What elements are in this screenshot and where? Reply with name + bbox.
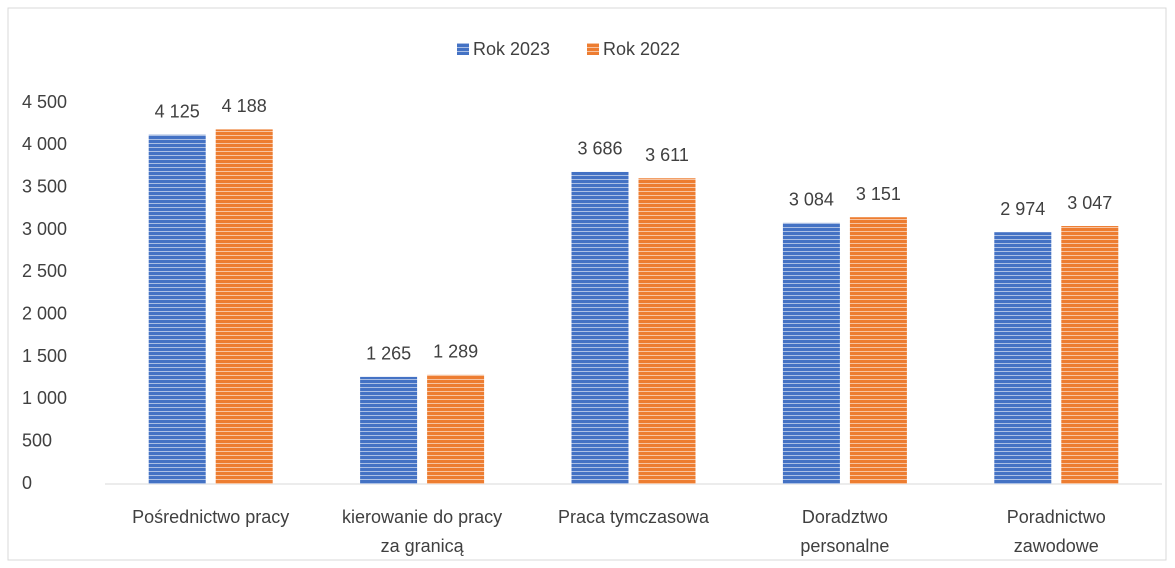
y-tick-label: 2 000 [22,303,67,323]
y-tick-label: 3 000 [22,219,67,239]
bar [427,374,485,484]
bar [148,134,206,484]
x-tick-label: Praca tymczasowa [558,507,710,527]
data-label: 4 125 [155,102,200,122]
bar [1061,226,1119,484]
x-tick-label: Pośrednictwo pracy [132,507,289,527]
y-tick-label: 0 [22,473,32,493]
bar [571,171,629,484]
data-label: 3 686 [577,139,622,159]
data-label: 4 188 [222,96,267,116]
data-label: 3 047 [1067,193,1112,213]
x-tick-label: Poradnictwo [1007,507,1106,527]
bar [638,178,696,484]
y-tick-label: 500 [22,430,52,450]
data-label: 1 265 [366,344,411,364]
y-tick-label: 4 500 [22,92,67,112]
data-label: 3 084 [789,190,834,210]
x-tick-label: personalne [800,536,889,556]
y-tick-label: 2 500 [22,261,67,281]
bar [360,376,418,484]
bar [994,232,1052,484]
legend-label: Rok 2022 [603,39,680,59]
data-label: 2 974 [1000,199,1045,219]
x-tick-label: Doradztwo [802,507,888,527]
y-tick-label: 4 000 [22,134,67,154]
legend-swatch [457,43,469,55]
bar [215,129,273,484]
data-label: 3 151 [856,184,901,204]
y-tick-label: 1 000 [22,388,67,408]
x-tick-label: zawodowe [1014,536,1099,556]
y-tick-label: 1 500 [22,346,67,366]
data-label: 1 289 [433,342,478,362]
x-tick-label: za granicą [381,536,465,556]
y-tick-label: 3 500 [22,176,67,196]
x-tick-label: kierowanie do pracy [342,507,502,527]
bar [782,222,840,484]
bar [849,217,907,484]
legend-label: Rok 2023 [473,39,550,59]
legend-swatch [587,43,599,55]
data-label: 3 611 [645,145,689,165]
